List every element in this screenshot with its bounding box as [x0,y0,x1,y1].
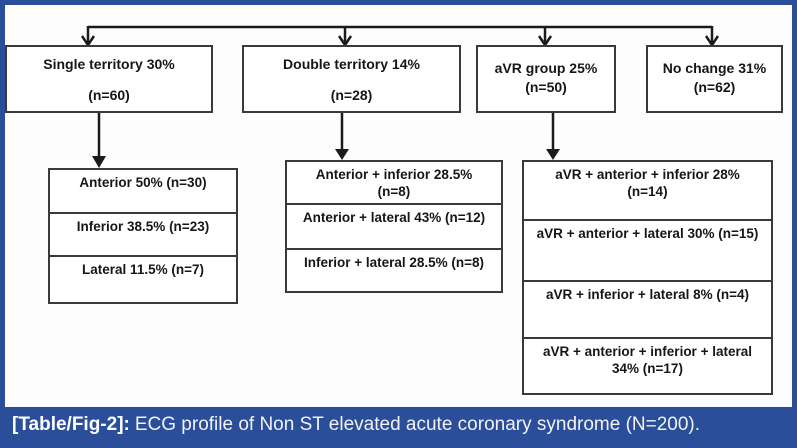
box-no-change: No change 31% (n=62) [646,45,783,113]
table-row: Anterior 50% (n=30) [50,170,236,212]
arrow-down-icon [80,26,720,48]
cell-text: Anterior 50% (n=30) [79,175,207,190]
cell-text: 34% (n=17) [612,361,683,376]
cell-text: Inferior 38.5% (n=23) [76,219,210,234]
box-avr-group: aVR group 25% (n=50) [476,45,616,113]
box-title: No change 31% [662,60,767,76]
cell-text: Anterior + inferior 28.5% [315,167,473,182]
cell-text: Anterior + lateral 43% (n=12) [302,210,486,225]
table-avr-group: aVR + anterior + inferior 28% (n=14) aVR… [522,160,773,395]
cell-text: aVR + anterior + inferior 28% [555,167,740,182]
cell-text: aVR + anterior + inferior + lateral [543,344,752,359]
box-title: Double territory 14% [283,56,420,72]
cell-text: Inferior + lateral 28.5% (n=8) [303,255,485,270]
cell-text: (n=8) [377,184,411,199]
figure-caption: [Table/Fig-2]: ECG profile of Non ST elev… [5,407,792,443]
table-row: Inferior 38.5% (n=23) [50,212,236,255]
cell-text: (n=14) [627,184,668,199]
table-row: aVR + anterior + inferior + lateral 34% … [524,337,771,393]
table-row: aVR + anterior + lateral 30% (n=15) [524,219,771,280]
table-double-territory: Anterior + inferior 28.5% (n=8) Anterior… [285,160,503,293]
table-row: Anterior + inferior 28.5% (n=8) [287,162,501,203]
box-count: (n=28) [330,87,373,103]
box-double-territory: Double territory 14% (n=28) [242,45,461,113]
cell-text: aVR + anterior + lateral 30% (n=15) [536,226,759,241]
table-row: aVR + inferior + lateral 8% (n=4) [524,280,771,337]
box-count: (n=60) [88,87,130,103]
caption-label: [Table/Fig-2]: [12,414,130,435]
table-row: Inferior + lateral 28.5% (n=8) [287,248,501,291]
cell-text: aVR + inferior + lateral 8% (n=4) [546,287,749,302]
box-count: (n=50) [525,79,567,95]
table-row: Lateral 11.5% (n=7) [50,255,236,302]
caption-text: ECG profile of Non ST elevated acute cor… [134,414,701,435]
box-count: (n=62) [693,79,736,95]
box-title: Single territory 30% [43,56,175,72]
table-single-territory: Anterior 50% (n=30) Inferior 38.5% (n=23… [48,168,238,304]
box-title: aVR group 25% [494,60,598,76]
table-row: aVR + anterior + inferior 28% (n=14) [524,162,771,219]
table-row: Anterior + lateral 43% (n=12) [287,203,501,248]
box-single-territory: Single territory 30% (n=60) [5,45,213,113]
cell-text: Lateral 11.5% (n=7) [82,262,204,277]
